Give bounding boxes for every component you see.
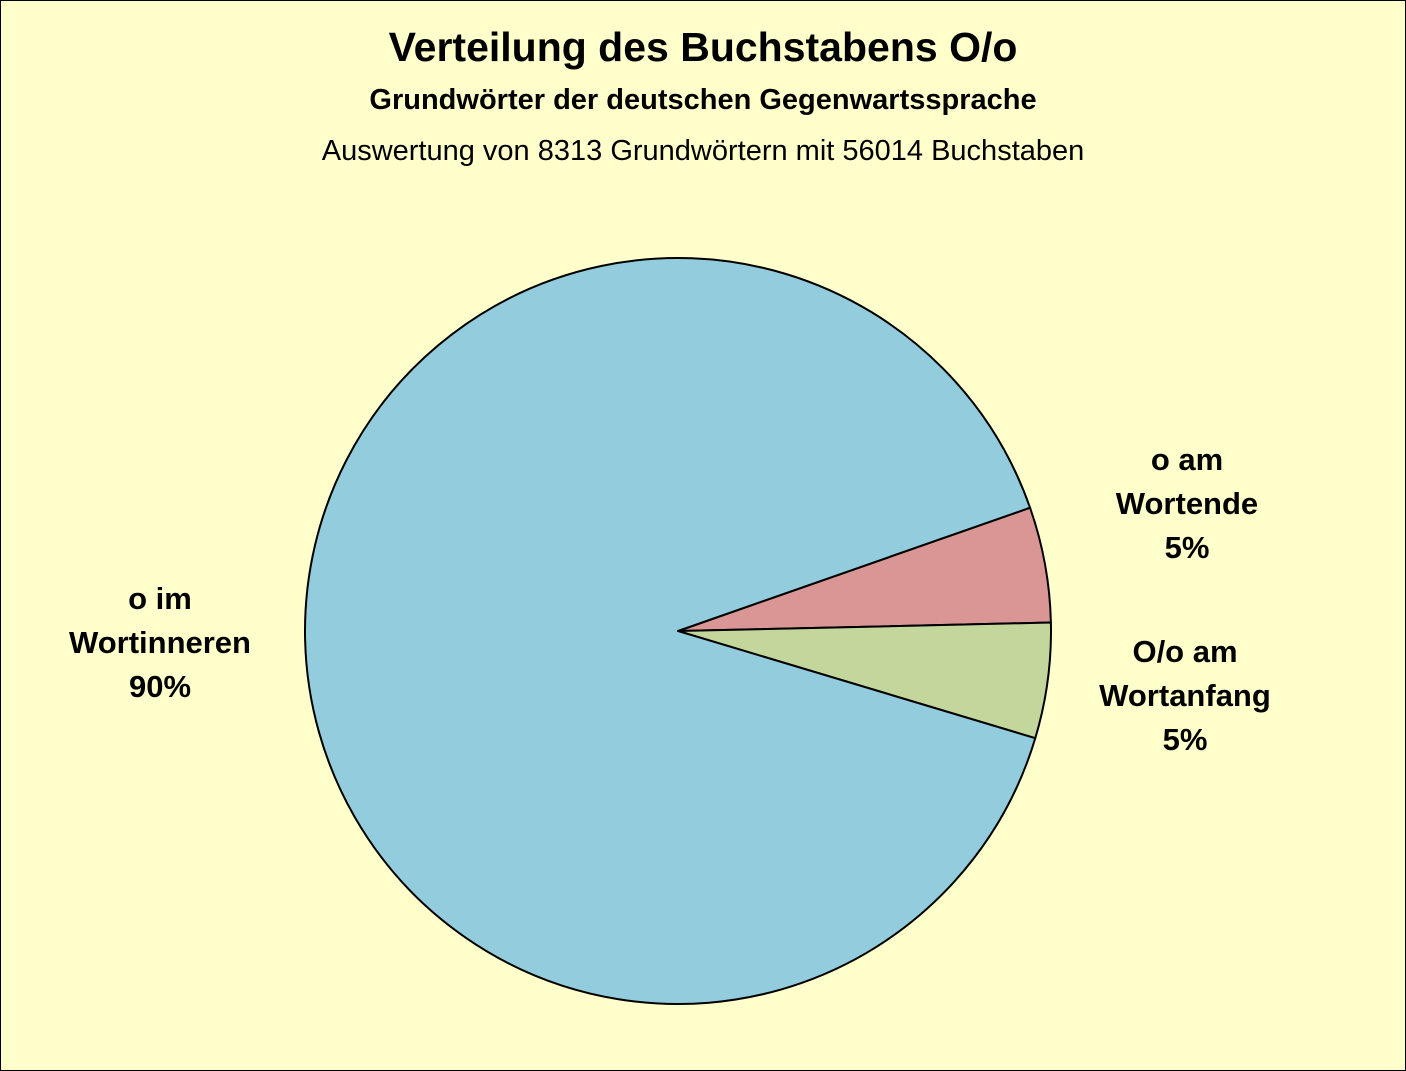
slice-label: o im Wortinneren 90% [69, 581, 251, 704]
pie-slices [304, 257, 1052, 1005]
slice-value-label: 5% [1163, 722, 1208, 757]
chart-caption: Auswertung von 8313 Grundwörtern mit 560… [321, 135, 1085, 167]
slice-label-line: Wortanfang [1099, 678, 1271, 713]
slice-label-line: o am [1151, 442, 1223, 477]
pie-labels: o am Wortende 5% O/o am Wortanfang 5% o im Wort… [69, 442, 1271, 757]
slice-label: o am Wortende 5% [1116, 442, 1258, 565]
chart-subtitle: Grundwörter der deutschen Gegenwartsspra… [369, 84, 1037, 116]
slice-value-label: 90% [129, 669, 191, 704]
slice-label-line: Wortinneren [69, 625, 251, 660]
slice-value-label: 5% [1165, 530, 1210, 565]
slice-label-line: Wortende [1116, 486, 1258, 521]
slice-label-line: O/o am [1132, 634, 1237, 669]
pie-slice [304, 257, 1037, 1005]
chart-title: Verteilung des Buchstabens O/o [388, 24, 1018, 70]
slice-label: O/o am Wortanfang 5% [1099, 634, 1271, 757]
slice-label-line: o im [128, 581, 192, 616]
